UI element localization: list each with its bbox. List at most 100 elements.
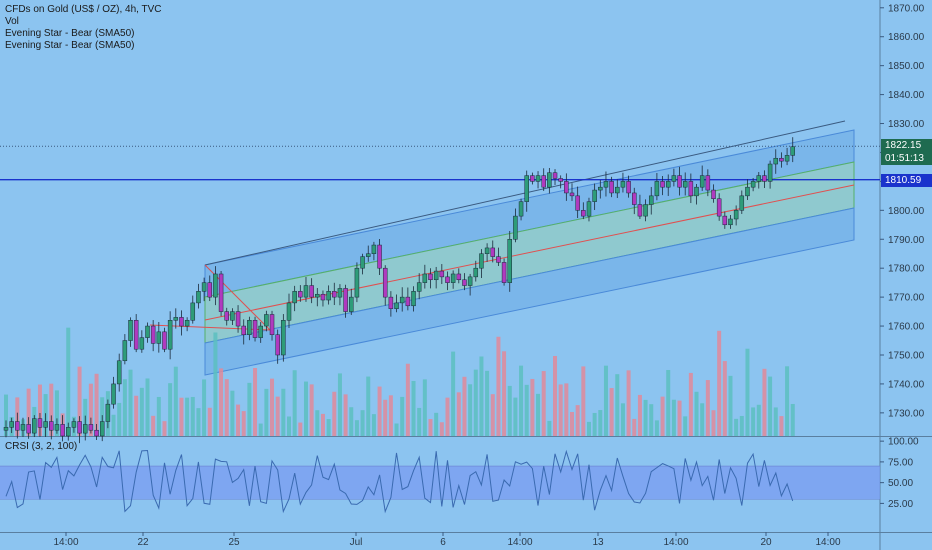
volume-bar (468, 384, 473, 436)
volume-bar (366, 376, 371, 436)
candle-body (196, 291, 201, 304)
volume-bar (303, 381, 308, 436)
volume-bar (230, 390, 235, 436)
volume-bar (502, 351, 507, 436)
candle-body (43, 421, 48, 428)
volume-bar (224, 379, 229, 436)
price-tick-label: 1830.00 (888, 119, 925, 130)
volume-bar (326, 419, 331, 436)
volume-bar (111, 414, 116, 436)
candle-body (405, 296, 411, 307)
price-tick-label: 1790.00 (888, 235, 925, 246)
candle-body (213, 273, 218, 298)
volume-bar (4, 394, 8, 436)
volume-bar (281, 388, 286, 436)
volume-bar (530, 378, 535, 436)
candle-body (258, 325, 263, 338)
candle-body (122, 340, 128, 362)
candle-body (201, 282, 207, 292)
candle-body (252, 320, 258, 338)
candle-body (15, 421, 20, 431)
volume-bar (773, 407, 778, 436)
volume-bar (394, 423, 399, 436)
volume-bar (337, 373, 342, 436)
candle-body (637, 204, 643, 217)
candle-body (247, 320, 252, 335)
time-tick-label: 20 (760, 537, 772, 548)
volume-bar (439, 422, 444, 436)
volume-bar (236, 404, 241, 436)
candle-body (609, 181, 614, 194)
volume-bar (156, 396, 161, 436)
volume-bar (603, 365, 608, 436)
candle-body (128, 320, 133, 341)
candle-body (705, 175, 711, 191)
legend-indicator-2: Evening Star - Bear (SMA50) (5, 40, 135, 51)
candle-body (660, 181, 665, 188)
candle-body (173, 317, 179, 321)
candle-body (388, 296, 394, 309)
candle-body (184, 320, 190, 327)
volume-bar (683, 416, 688, 436)
candle-body (564, 181, 569, 194)
candle-body (779, 157, 784, 162)
candle-body (207, 282, 213, 298)
candle-body (484, 247, 490, 254)
time-tick-label: 22 (137, 537, 149, 548)
time-tick-label: 14:00 (663, 537, 688, 548)
candle-body (445, 276, 450, 283)
volume-bar (756, 404, 761, 436)
candle-body (179, 317, 184, 327)
candle-body (433, 270, 439, 281)
volume-bar (536, 393, 541, 436)
volume-bar (711, 410, 716, 436)
candle-body (394, 302, 399, 309)
candle-body (37, 418, 43, 428)
candle-body (541, 175, 546, 188)
price-tick-label: 1860.00 (888, 32, 925, 43)
volume-bar (332, 391, 337, 436)
volume-bar (434, 412, 439, 436)
candle-body (298, 291, 303, 298)
candle-body (3, 427, 9, 431)
candle-body (558, 178, 563, 182)
volume-bar (287, 416, 291, 436)
candle-body (547, 172, 552, 188)
volume-bar (258, 423, 263, 436)
time-tick-label: 25 (228, 537, 240, 548)
last-price-tag: 1822.15 (881, 139, 932, 153)
volume-bar (694, 391, 699, 436)
candle-body (722, 215, 728, 226)
candle-body (711, 189, 716, 199)
volume-bar (428, 419, 433, 436)
time-tick-label: Jul (350, 537, 363, 548)
volume-bar (298, 422, 303, 436)
candle-body (26, 424, 31, 434)
countdown-tag: 01:51:13 (881, 152, 932, 166)
candle-body (99, 421, 105, 437)
candle-body (241, 325, 246, 335)
volume-bar (168, 383, 173, 436)
volume-bar (513, 397, 518, 436)
volume-bar (349, 407, 354, 436)
volume-bar (213, 332, 218, 436)
candle-body (145, 325, 150, 338)
candle-body (49, 421, 54, 431)
candle-body (88, 424, 94, 431)
price-tick-label: 1760.00 (888, 322, 925, 333)
volume-bar (615, 374, 620, 436)
candle-body (332, 291, 337, 298)
candle-body (648, 195, 654, 205)
price-tick-label: 1850.00 (888, 61, 925, 72)
crsi-line (5, 449, 794, 514)
candle-body (688, 181, 694, 197)
volume-bar (26, 388, 31, 436)
candle-body (360, 256, 365, 269)
volume-bar (609, 388, 614, 436)
candle-body (264, 314, 269, 327)
volume-bar (451, 351, 456, 436)
volume-bar (654, 420, 659, 436)
candle-body (105, 403, 111, 422)
price-tick-label: 1730.00 (888, 408, 925, 419)
